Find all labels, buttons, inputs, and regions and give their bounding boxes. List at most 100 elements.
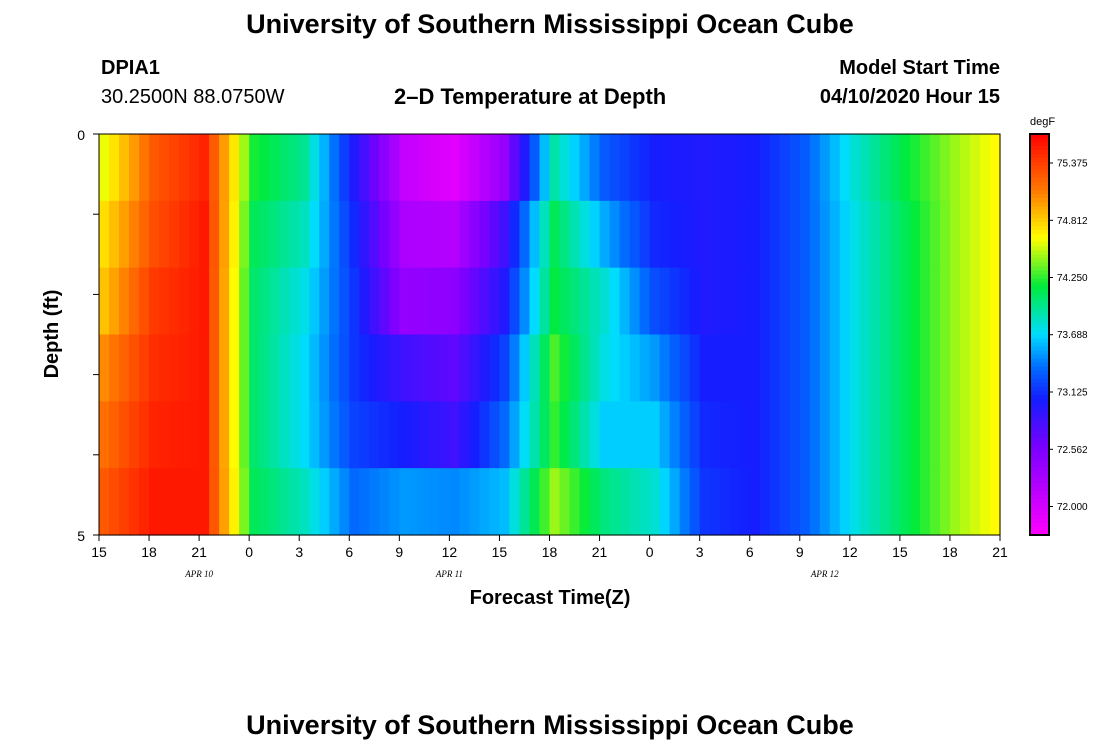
colorbar-swatch [1030, 298, 1049, 304]
x-tick-label: 21 [992, 544, 1008, 560]
heatmap-cell [239, 334, 250, 402]
heatmap-cell [849, 267, 861, 336]
heatmap-cell [469, 468, 481, 536]
x-date-label: APR 11 [435, 569, 463, 579]
heatmap-cell [179, 334, 190, 402]
heatmap-cell [729, 200, 741, 269]
heatmap-cell [889, 200, 901, 269]
heatmap-cell [979, 134, 991, 202]
heatmap-cell [829, 134, 841, 202]
colorbar-swatch [1030, 502, 1049, 508]
heatmap-cell [659, 468, 671, 536]
heatmap-cell [379, 334, 390, 402]
colorbar-swatch [1030, 430, 1049, 436]
heatmap-cell [289, 468, 300, 536]
colorbar-swatch [1030, 154, 1049, 159]
heatmap-cell [739, 468, 751, 536]
heatmap-cell [859, 134, 871, 202]
heatmap-cell [309, 267, 320, 336]
heatmap-cell [109, 267, 120, 336]
y-axis: 05 [77, 127, 99, 544]
heatmap-cell [969, 267, 981, 336]
heatmap-cell [249, 334, 260, 402]
heatmap-cell [629, 401, 641, 469]
heatmap-cell [179, 134, 190, 202]
heatmap-cell [629, 134, 641, 202]
heatmap-cell [439, 334, 450, 402]
heatmap-cell [759, 334, 771, 402]
heatmap-cell [969, 401, 981, 469]
heatmap-cell [919, 334, 931, 402]
heatmap-cell [889, 401, 901, 469]
heatmap-cell [369, 334, 380, 402]
heatmap-cell [99, 267, 110, 336]
heatmap-cell [959, 468, 971, 536]
heatmap-cell [989, 401, 1001, 469]
heatmap-cell [929, 401, 941, 469]
heatmap-cell [679, 401, 691, 469]
heatmap-cell [579, 267, 591, 336]
heatmap-cell [699, 334, 711, 402]
heatmap-cell [449, 134, 460, 202]
colorbar-swatch [1030, 474, 1049, 480]
heatmap-cell [189, 134, 200, 202]
heatmap-cell [249, 401, 260, 469]
heatmap-cell [309, 334, 320, 402]
heatmap-cell [509, 468, 521, 536]
heatmap-cell [989, 468, 1001, 536]
heatmap-cell [869, 267, 881, 336]
heatmap-cell [559, 200, 571, 269]
heatmap-cell [99, 134, 110, 202]
heatmap-cell [289, 200, 300, 269]
heatmap-cell [499, 134, 511, 202]
colorbar-swatch [1030, 274, 1049, 279]
heatmap-cell [909, 468, 921, 536]
heatmap-cell [879, 334, 891, 402]
heatmap-cell [739, 134, 751, 202]
heatmap-cell [269, 401, 280, 469]
heatmap-cell [599, 134, 611, 202]
heatmap-cell [449, 468, 460, 536]
heatmap-cell [869, 200, 881, 269]
heatmap-cell [819, 334, 831, 402]
heatmap-cell [989, 334, 1001, 402]
heatmap-cell [549, 334, 561, 402]
heatmap-cell [799, 267, 811, 336]
colorbar-swatch [1030, 194, 1049, 199]
heatmap-cell [939, 468, 951, 536]
heatmap-cell [369, 267, 380, 336]
heatmap-cell [299, 134, 310, 202]
x-tick-label: 3 [295, 544, 303, 560]
heatmap-cell [479, 200, 491, 269]
heatmap-cell [939, 267, 951, 336]
colorbar-swatch [1030, 250, 1049, 255]
heatmap-cell [389, 134, 400, 202]
heatmap-cell [449, 267, 460, 336]
colorbar-swatch [1030, 278, 1049, 283]
heatmap-cell [209, 468, 220, 536]
heatmap-cell [239, 401, 250, 469]
heatmap-cell [299, 401, 310, 469]
heatmap-cell [369, 401, 380, 469]
heatmap-cell [649, 267, 661, 336]
heatmap-cell [139, 200, 150, 269]
heatmap-cell [919, 134, 931, 202]
heatmap-cell [409, 401, 420, 469]
heatmap-cell [169, 134, 180, 202]
heatmap-cell [489, 200, 501, 269]
heatmap-cell [359, 134, 370, 202]
heatmap-cell [619, 134, 631, 202]
heatmap-cell [269, 200, 280, 269]
x-tick-label: 15 [91, 544, 107, 560]
heatmap-cell [419, 267, 430, 336]
colorbar-swatch [1030, 290, 1049, 295]
heatmap-cell [929, 267, 941, 336]
heatmap-cell [589, 267, 601, 336]
heatmap-cell [559, 334, 571, 402]
heatmap-cell [979, 468, 991, 536]
heatmap-cell [649, 401, 661, 469]
heatmap-cell [319, 334, 330, 402]
heatmap-cell [219, 200, 230, 269]
colorbar-swatch [1030, 158, 1049, 163]
heatmap-cell [769, 401, 781, 469]
